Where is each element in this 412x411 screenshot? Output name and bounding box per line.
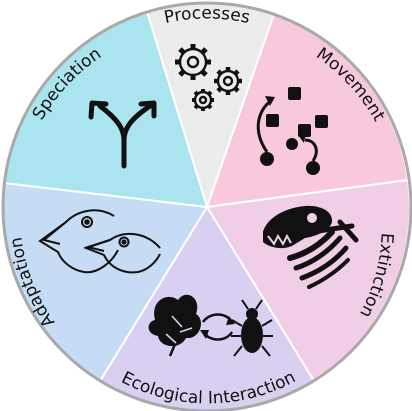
movement-arrows-icon: [256, 87, 328, 175]
fossil-skull-icon: [263, 205, 359, 289]
leaf-beetle-icon: [148, 294, 273, 357]
fork-arrows-icon: [88, 100, 157, 169]
gears-icon: [175, 44, 242, 111]
finch-heads-icon: [38, 209, 161, 274]
